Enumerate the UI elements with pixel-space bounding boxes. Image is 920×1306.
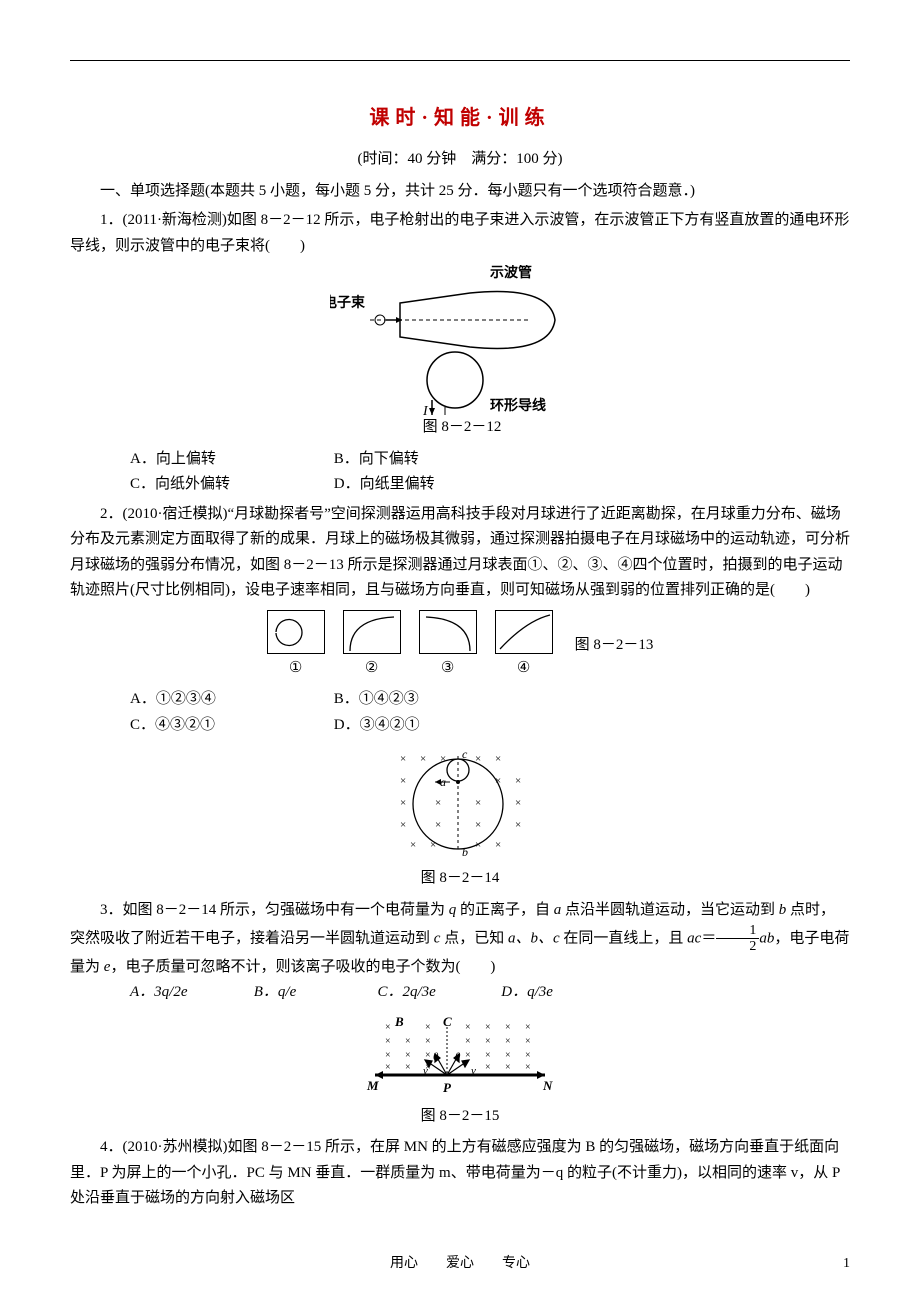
label-tube: 示波管 (490, 265, 532, 281)
label-b: b (462, 845, 468, 859)
fig2-box-4: ④ (495, 610, 553, 682)
fig3-label: 图 8－2－14 (70, 866, 850, 892)
q1-opt-c: C．向纸外偏转 (100, 472, 300, 498)
q3-options: A．3q/2e B．q/e C．2q/3e D．q/3e (70, 980, 850, 1006)
svg-text:×: × (410, 839, 416, 851)
svg-text:×: × (435, 797, 441, 809)
label-c: c (462, 747, 468, 761)
q3-opt-c: C．2q/3e (348, 980, 468, 1006)
label-M: M (366, 1078, 379, 1093)
svg-text:×: × (505, 1062, 511, 1073)
svg-text:×: × (400, 797, 406, 809)
svg-text:×: × (485, 1036, 491, 1047)
fig4-label: 图 8－2－15 (70, 1104, 850, 1130)
page-title: 课时·知能·训练 (70, 101, 850, 135)
svg-text:θ: θ (455, 1051, 461, 1063)
q1-opt-b: B．向下偏转 (304, 447, 504, 473)
svg-text:×: × (400, 753, 406, 765)
page-number: 1 (843, 1252, 850, 1276)
svg-text:×: × (515, 775, 521, 787)
q2-options-row1: A．①②③④ B．①④②③ (70, 687, 850, 713)
q2-text: 2．(2010·宿迁模拟)“月球勘探者号”空间探测器运用高科技手段对月球进行了近… (70, 502, 850, 604)
svg-text:×: × (485, 1050, 491, 1061)
q1-text: 1．(2011·新海检测)如图 8－2－12 所示，电子枪射出的电子束进入示波管… (70, 208, 850, 259)
svg-text:×: × (400, 775, 406, 787)
svg-text:×: × (400, 819, 406, 831)
q1-options-row1: A．向上偏转 B．向下偏转 (70, 447, 850, 473)
svg-text:×: × (505, 1036, 511, 1047)
svg-text:×: × (465, 1036, 471, 1047)
q2-opt-a: A．①②③④ (100, 687, 300, 713)
figure-8-2-15: ×××××× ××××××× ××××××× ×××××× B C M N P … (70, 1012, 850, 1130)
page-footer: 用心 爱心 专心 1 (70, 1252, 850, 1276)
fig2-label: 图 8－2－13 (575, 633, 654, 659)
svg-text:×: × (385, 1050, 391, 1061)
q4-text: 4．(2010·苏州模拟)如图 8－2－15 所示，在屏 MN 的上方有磁感应强… (70, 1135, 850, 1212)
q2-opt-b: B．①④②③ (304, 687, 504, 713)
svg-text:×: × (485, 1062, 491, 1073)
svg-text:×: × (485, 1022, 491, 1033)
svg-text:v: v (471, 1065, 476, 1077)
fig2-box-2: ② (343, 610, 401, 682)
svg-text:×: × (465, 1022, 471, 1033)
q2-opt-d: D．③④②① (304, 713, 504, 739)
svg-text:×: × (515, 819, 521, 831)
page-subtitle: (时间：40 分钟 满分：100 分) (70, 147, 850, 173)
q3-opt-d: D．q/3e (471, 980, 591, 1006)
svg-text:×: × (425, 1022, 431, 1033)
label-theta: θ (433, 1051, 439, 1063)
label-N: N (542, 1078, 553, 1093)
svg-text:×: × (515, 797, 521, 809)
svg-text:×: × (525, 1050, 531, 1061)
svg-text:×: × (425, 1036, 431, 1047)
q1-opt-a: A．向上偏转 (100, 447, 300, 473)
svg-text:×: × (405, 1036, 411, 1047)
svg-text:×: × (475, 797, 481, 809)
q2-options-row2: C．④③②① D．③④②① (70, 713, 850, 739)
footer-motto: 用心 爱心 专心 (390, 1256, 530, 1271)
label-coil: 环形导线 (490, 397, 546, 414)
svg-text:×: × (475, 819, 481, 831)
svg-text:×: × (435, 819, 441, 831)
label-P: P (443, 1080, 452, 1095)
figure-8-2-12: 示波管 电子束 I 环形导线 图 8－2－12 (70, 265, 850, 441)
svg-text:×: × (405, 1062, 411, 1073)
label-C: C (443, 1014, 452, 1029)
svg-text:×: × (420, 753, 426, 765)
section-intro: 一、单项选择题(本题共 5 小题，每小题 5 分，共计 25 分．每小题只有一个… (70, 179, 850, 205)
label-current: I (422, 404, 429, 415)
svg-text:×: × (440, 753, 446, 765)
fig2-box-1: ① (267, 610, 325, 682)
svg-text:×: × (525, 1036, 531, 1047)
q1-options-row2: C．向纸外偏转 D．向纸里偏转 (70, 472, 850, 498)
horizontal-rule (70, 60, 850, 61)
label-B: B (394, 1014, 404, 1029)
q1-opt-d: D．向纸里偏转 (304, 472, 504, 498)
fig1-label: 图 8－2－12 (423, 419, 502, 435)
label-v: v (423, 1065, 428, 1077)
figure-8-2-13: ① ② ③ ④ 图 8－2－13 (70, 610, 850, 682)
svg-text:×: × (385, 1036, 391, 1047)
svg-text:×: × (495, 753, 501, 765)
q2-opt-c: C．④③②① (100, 713, 300, 739)
svg-text:×: × (405, 1050, 411, 1061)
svg-text:×: × (505, 1050, 511, 1061)
svg-text:×: × (385, 1022, 391, 1033)
q3-text: 3．如图 8－2－14 所示，匀强磁场中有一个电荷量为 q 的正离子，自 a 点… (70, 898, 850, 981)
svg-text:×: × (495, 839, 501, 851)
q3-opt-a: A．3q/2e (100, 980, 220, 1006)
fig2-box-3: ③ (419, 610, 477, 682)
svg-text:×: × (505, 1022, 511, 1033)
svg-text:×: × (385, 1062, 391, 1073)
figure-8-2-14: ××××× ××× ×××× ×××× ×××× c a b 图 8－2－14 (70, 744, 850, 892)
svg-text:×: × (525, 1022, 531, 1033)
q3-opt-b: B．q/e (224, 980, 344, 1006)
svg-text:×: × (525, 1062, 531, 1073)
svg-text:×: × (425, 1050, 431, 1061)
label-beam: 电子束 (330, 294, 366, 311)
